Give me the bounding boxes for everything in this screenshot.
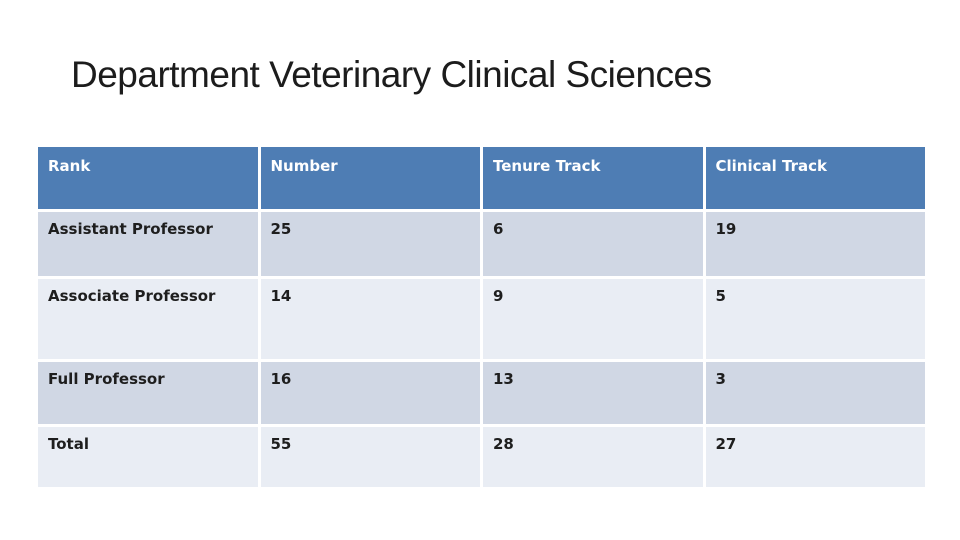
column-header-rank: Rank <box>38 147 258 209</box>
table-row-full-professor: Full Professor 16 13 3 <box>38 362 925 424</box>
slide-title: Department Veterinary Clinical Sciences <box>71 54 712 95</box>
cell-number: 16 <box>260 362 480 424</box>
table-row-associate-professor: Associate Professor 14 9 5 <box>38 279 925 359</box>
cell-tenure-track: 6 <box>483 212 703 276</box>
cell-clinical-track: 5 <box>705 279 925 359</box>
cell-rank: Full Professor <box>38 362 258 424</box>
cell-number: 25 <box>260 212 480 276</box>
table-row-total: Total 55 28 27 <box>38 427 925 487</box>
cell-clinical-track: 27 <box>705 427 925 487</box>
cell-rank: Associate Professor <box>38 279 258 359</box>
column-header-number: Number <box>260 147 480 209</box>
column-header-tenure-track: Tenure Track <box>483 147 703 209</box>
cell-tenure-track: 13 <box>483 362 703 424</box>
cell-clinical-track: 3 <box>705 362 925 424</box>
cell-tenure-track: 9 <box>483 279 703 359</box>
cell-tenure-track: 28 <box>483 427 703 487</box>
cell-number: 55 <box>260 427 480 487</box>
cell-rank: Total <box>38 427 258 487</box>
cell-rank: Assistant Professor <box>38 212 258 276</box>
faculty-rank-table: Rank Number Tenure Track Clinical Track … <box>38 147 925 487</box>
table-header-row: Rank Number Tenure Track Clinical Track <box>38 147 925 209</box>
table-row-assistant-professor: Assistant Professor 25 6 19 <box>38 212 925 276</box>
cell-number: 14 <box>260 279 480 359</box>
cell-clinical-track: 19 <box>705 212 925 276</box>
column-header-clinical-track: Clinical Track <box>705 147 925 209</box>
